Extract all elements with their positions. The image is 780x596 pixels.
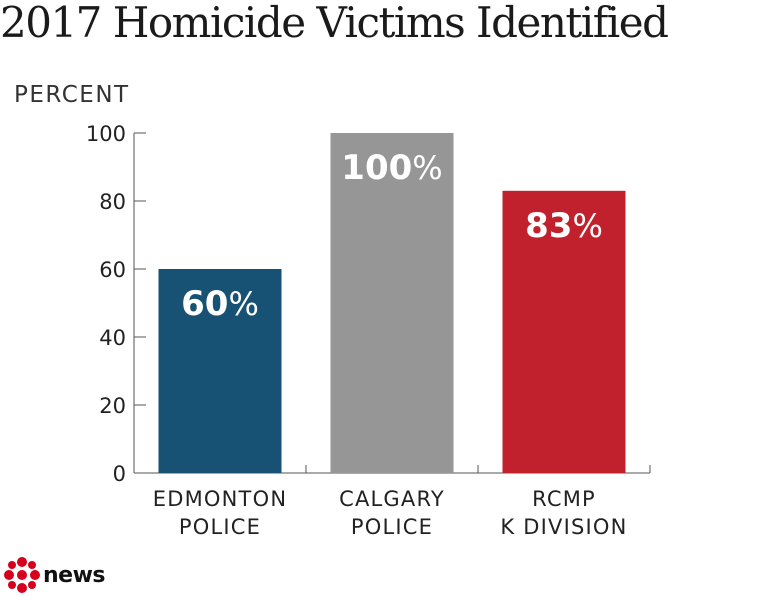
x-category-label: POLICE bbox=[351, 515, 433, 539]
y-tick-label: 60 bbox=[99, 258, 126, 282]
y-tick-label: 40 bbox=[99, 326, 126, 350]
y-tick-label: 0 bbox=[113, 462, 126, 486]
y-axis-label: PERCENT bbox=[14, 82, 130, 108]
y-tick-label: 80 bbox=[99, 190, 126, 214]
bar-value-label: 100% bbox=[341, 148, 442, 188]
x-category-label: POLICE bbox=[179, 515, 261, 539]
bar-value-label: 60% bbox=[181, 284, 259, 324]
cbc-gem-icon bbox=[4, 557, 40, 593]
bar-value-label: 83% bbox=[525, 206, 603, 246]
bar bbox=[330, 133, 454, 473]
y-tick-label: 20 bbox=[99, 394, 126, 418]
x-category-label: CALGARY bbox=[339, 487, 445, 511]
news-wordmark: news bbox=[43, 562, 106, 588]
chart-title: 2017 Homicide Victims Identified bbox=[0, 0, 669, 47]
x-category-label: EDMONTON bbox=[153, 487, 287, 511]
bar bbox=[502, 190, 626, 474]
bars: 60% 100% 83% bbox=[158, 133, 626, 474]
x-category-label: RCMP bbox=[532, 487, 596, 511]
x-category-label: K DIVISION bbox=[500, 515, 627, 539]
cbc-news-logo: news bbox=[4, 557, 106, 593]
x-axis-labels: EDMONTON POLICE CALGARY POLICE RCMP K DIVISIO… bbox=[153, 487, 627, 539]
bar bbox=[158, 269, 282, 473]
y-tick-label: 100 bbox=[86, 122, 126, 146]
